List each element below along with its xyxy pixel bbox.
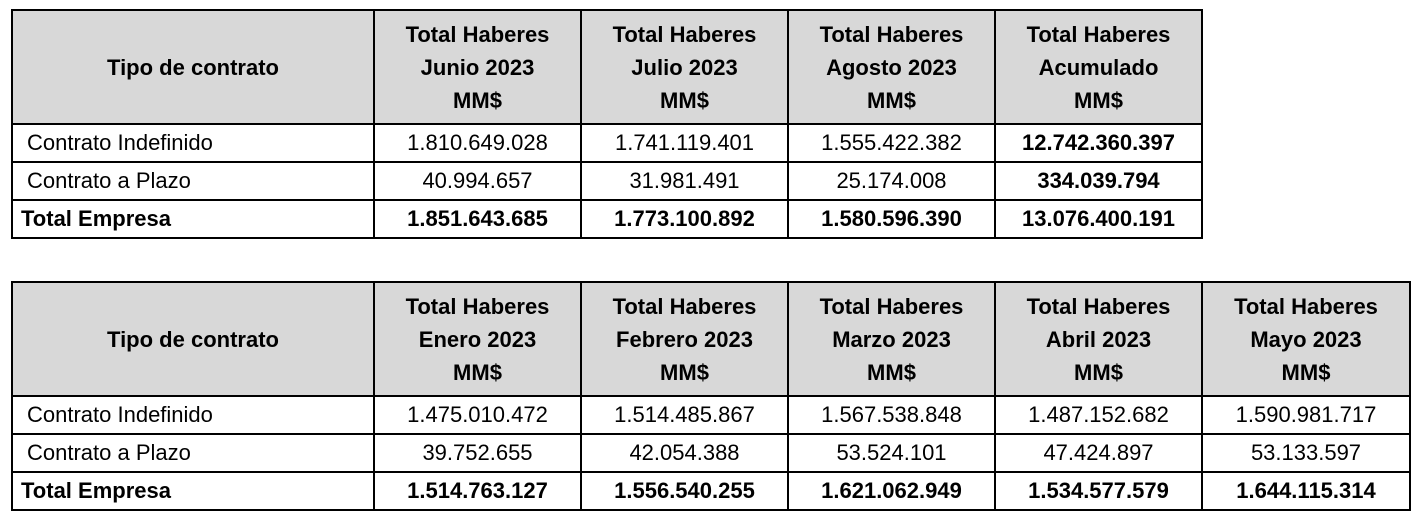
header-acumulado: Total Haberes Acumulado MM$ (994, 9, 1203, 125)
table-row-total-empresa: Total Empresa 1.851.643.685 1.773.100.89… (11, 199, 1203, 239)
cell-value: 42.054.388 (580, 433, 789, 473)
header-abril-2023: Total Haberes Abril 2023 MM$ (994, 281, 1203, 397)
cell-value: 1.621.062.949 (787, 471, 996, 511)
haberes-table-ene-may: Tipo de contrato Total Haberes Enero 202… (11, 281, 1411, 511)
table-header-row: Tipo de contrato Total Haberes Junio 202… (11, 9, 1203, 125)
cell-value: 1.514.485.867 (580, 395, 789, 435)
cell-value: 1.590.981.717 (1201, 395, 1411, 435)
header-enero-2023: Total Haberes Enero 2023 MM$ (373, 281, 582, 397)
cell-value: 1.514.763.127 (373, 471, 582, 511)
cell-value: 39.752.655 (373, 433, 582, 473)
cell-value: 1.851.643.685 (373, 199, 582, 239)
cell-value-acumulado: 334.039.794 (994, 161, 1203, 201)
cell-value: 1.475.010.472 (373, 395, 582, 435)
row-label: Contrato a Plazo (11, 161, 375, 201)
cell-value: 53.133.597 (1201, 433, 1411, 473)
header-junio-2023: Total Haberes Junio 2023 MM$ (373, 9, 582, 125)
row-label: Contrato Indefinido (11, 123, 375, 163)
cell-value: 25.174.008 (787, 161, 996, 201)
cell-value: 1.487.152.682 (994, 395, 1203, 435)
header-agosto-2023: Total Haberes Agosto 2023 MM$ (787, 9, 996, 125)
cell-value: 1.555.422.382 (787, 123, 996, 163)
header-tipo-contrato: Tipo de contrato (11, 9, 375, 125)
row-label: Contrato Indefinido (11, 395, 375, 435)
header-marzo-2023: Total Haberes Marzo 2023 MM$ (787, 281, 996, 397)
table-row-contrato-indefinido: Contrato Indefinido 1.475.010.472 1.514.… (11, 395, 1411, 435)
header-julio-2023: Total Haberes Julio 2023 MM$ (580, 9, 789, 125)
header-tipo-contrato: Tipo de contrato (11, 281, 375, 397)
cell-value: 1.580.596.390 (787, 199, 996, 239)
cell-value: 47.424.897 (994, 433, 1203, 473)
cell-value: 1.773.100.892 (580, 199, 789, 239)
cell-value: 1.567.538.848 (787, 395, 996, 435)
cell-value: 1.741.119.401 (580, 123, 789, 163)
row-label: Contrato a Plazo (11, 433, 375, 473)
row-label: Total Empresa (11, 471, 375, 511)
cell-value: 31.981.491 (580, 161, 789, 201)
table-row-contrato-plazo: Contrato a Plazo 39.752.655 42.054.388 5… (11, 433, 1411, 473)
cell-value: 53.524.101 (787, 433, 996, 473)
cell-value-acumulado: 12.742.360.397 (994, 123, 1203, 163)
table-header-row: Tipo de contrato Total Haberes Enero 202… (11, 281, 1411, 397)
header-mayo-2023: Total Haberes Mayo 2023 MM$ (1201, 281, 1411, 397)
table-row-contrato-indefinido: Contrato Indefinido 1.810.649.028 1.741.… (11, 123, 1203, 163)
cell-value: 1.644.115.314 (1201, 471, 1411, 511)
haberes-table-jun-ago: Tipo de contrato Total Haberes Junio 202… (11, 9, 1203, 239)
cell-value-acumulado: 13.076.400.191 (994, 199, 1203, 239)
cell-value: 1.810.649.028 (373, 123, 582, 163)
header-febrero-2023: Total Haberes Febrero 2023 MM$ (580, 281, 789, 397)
row-label: Total Empresa (11, 199, 375, 239)
cell-value: 40.994.657 (373, 161, 582, 201)
cell-value: 1.556.540.255 (580, 471, 789, 511)
cell-value: 1.534.577.579 (994, 471, 1203, 511)
table-row-contrato-plazo: Contrato a Plazo 40.994.657 31.981.491 2… (11, 161, 1203, 201)
table-row-total-empresa: Total Empresa 1.514.763.127 1.556.540.25… (11, 471, 1411, 511)
